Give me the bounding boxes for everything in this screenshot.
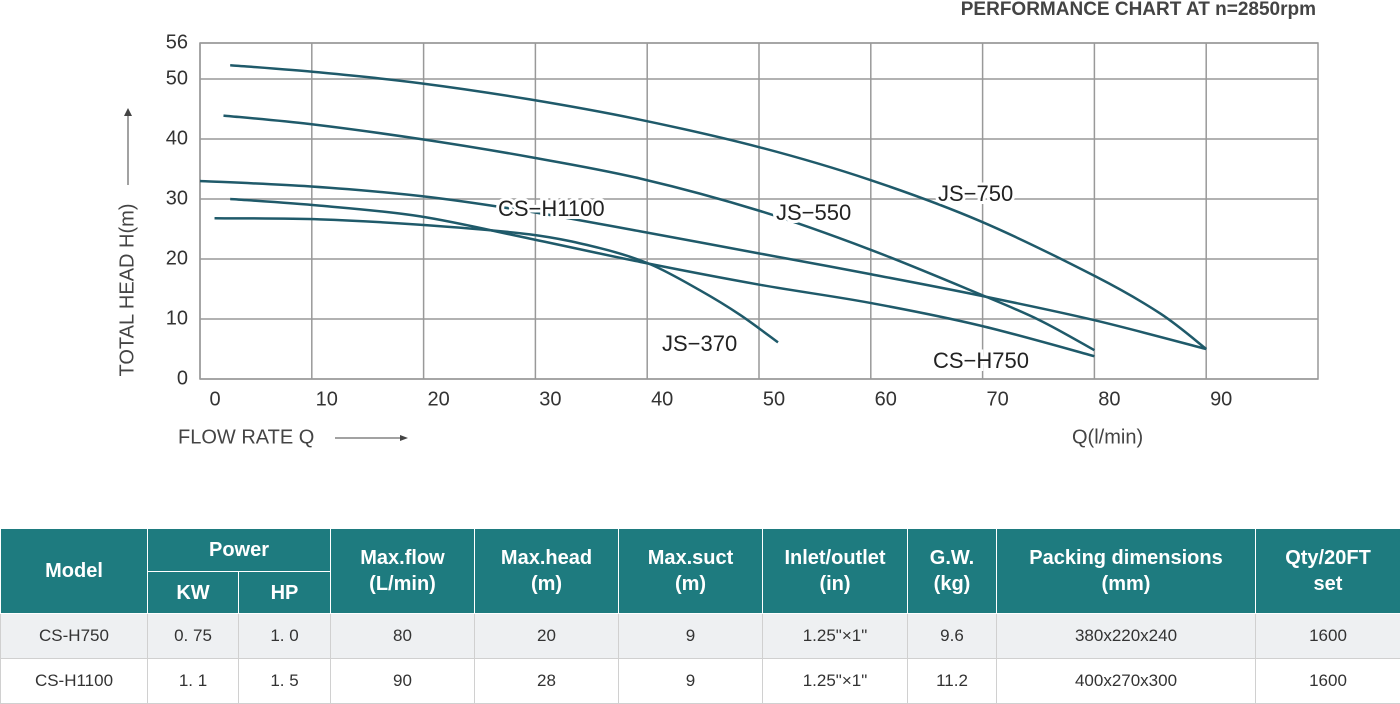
- table-cell: 0. 75: [148, 614, 239, 659]
- table-cell: 1600: [1256, 614, 1400, 659]
- table-cell: 1.25"×1": [763, 614, 908, 659]
- table-cell: 90: [331, 659, 475, 704]
- y-tick-label: 40: [166, 127, 188, 149]
- table-cell: CS-H750: [1, 614, 148, 659]
- table-cell: 80: [331, 614, 475, 659]
- header-cell: KW: [148, 572, 239, 614]
- header-cell: G.W. (kg): [908, 529, 997, 614]
- table-cell: 11.2: [908, 659, 997, 704]
- y-axis-label: TOTAL HEAD H(m): [116, 204, 138, 377]
- x-tick-label: 40: [651, 388, 673, 410]
- x-tick-label: 30: [539, 388, 561, 410]
- y-tick-label: 20: [166, 247, 188, 269]
- y-tick-label: 30: [166, 187, 188, 209]
- x-axis-label: FLOW RATE Q: [178, 426, 314, 448]
- curve: [200, 181, 1206, 349]
- table-cell: 28: [475, 659, 619, 704]
- header-cell: Packing dimensions (mm): [997, 529, 1256, 614]
- table-cell: 1. 1: [148, 659, 239, 704]
- table-cell: 1.25"×1": [763, 659, 908, 704]
- series-label: JS−370: [662, 331, 737, 356]
- x-tick-label: 80: [1098, 388, 1120, 410]
- table-cell: 9.6: [908, 614, 997, 659]
- header-cell: Max.flow (L/min): [331, 529, 475, 614]
- x-tick-label: 70: [986, 388, 1008, 410]
- x-tick-label: 0: [209, 388, 220, 410]
- x-tick-label: 10: [316, 388, 338, 410]
- y-tick-label: 50: [166, 67, 188, 89]
- series-label: JS−750: [938, 181, 1013, 206]
- x-tick-label: 90: [1210, 388, 1232, 410]
- y-tick-label: 0: [177, 367, 188, 389]
- header-cell: Max.suct (m): [619, 529, 763, 614]
- curve: [223, 116, 1094, 351]
- chart: PERFORMANCE CHART AT n=2850rpm TOTAL HEA…: [0, 0, 1400, 500]
- header-cell: Qty/20FT set: [1256, 529, 1400, 614]
- curve: [215, 218, 778, 342]
- x-tick-label: 50: [763, 388, 785, 410]
- chart-title: PERFORMANCE CHART AT n=2850rpm: [961, 0, 1316, 20]
- x-tick-label: 60: [875, 388, 897, 410]
- header-cell: HP: [239, 572, 331, 614]
- table-cell: 1600: [1256, 659, 1400, 704]
- series-label: JS−550: [776, 200, 851, 225]
- header-cell: Model: [1, 529, 148, 614]
- header-cell: Inlet/outlet (in): [763, 529, 908, 614]
- header-cell: Power: [148, 529, 331, 572]
- x-arrowhead: [400, 435, 408, 441]
- header-cell: Max.head (m): [475, 529, 619, 614]
- series-label: CS−H750: [933, 348, 1029, 373]
- series-label: CS−H1100: [498, 196, 605, 221]
- table-cell: 20: [475, 614, 619, 659]
- y-arrowhead: [124, 108, 132, 116]
- table-cell: 1. 5: [239, 659, 331, 704]
- table-cell: 380x220x240: [997, 614, 1256, 659]
- table-cell: 400x270x300: [997, 659, 1256, 704]
- y-tick-label: 56: [166, 31, 188, 53]
- y-tick-label: 10: [166, 307, 188, 329]
- table-cell: 1. 0: [239, 614, 331, 659]
- curve: [230, 65, 1206, 349]
- x-tick-label: 20: [427, 388, 449, 410]
- table-cell: 9: [619, 614, 763, 659]
- table-cell: CS-H1100: [1, 659, 148, 704]
- x-unit-label: Q(l/min): [1072, 426, 1143, 448]
- table-cell: 9: [619, 659, 763, 704]
